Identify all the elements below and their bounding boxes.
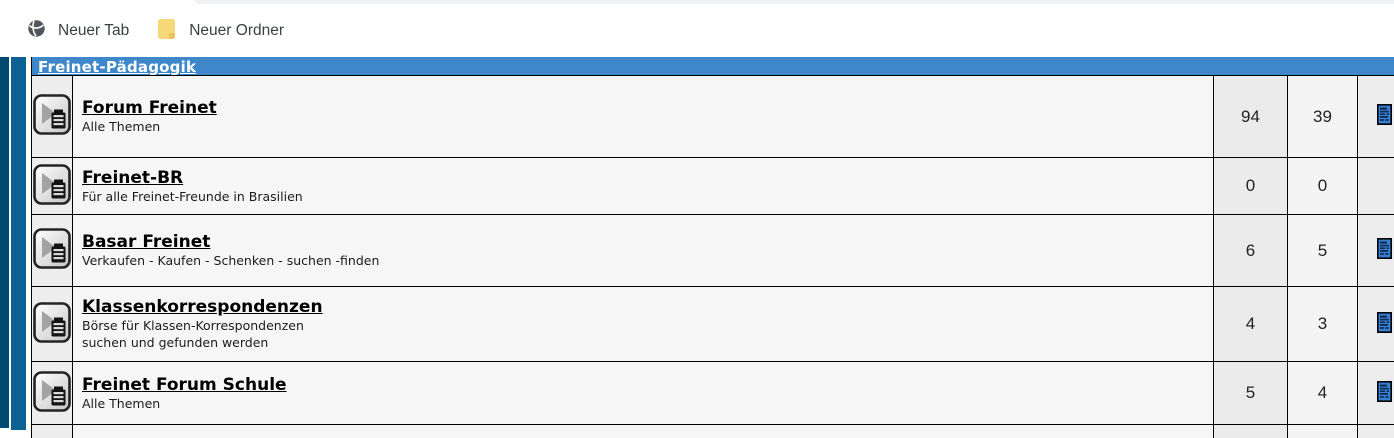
forum-icon xyxy=(33,94,71,139)
forum-status-icon-cell xyxy=(32,76,73,157)
folder-icon xyxy=(157,18,176,45)
forum-title-link[interactable]: Forum Freinet xyxy=(82,98,217,118)
posts-count: 39 xyxy=(1313,106,1332,126)
forum-subtitle: Verkaufen - Kaufen - Schenken - suchen -… xyxy=(82,253,380,268)
last-post-cell xyxy=(1358,215,1394,286)
forum-description-cell: Freinet-BR Für alle Freinet-Freunde in B… xyxy=(73,158,1214,214)
posts-count-cell: 3 xyxy=(1288,287,1358,361)
last-post-cell xyxy=(1358,287,1394,361)
topics-count: 5 xyxy=(1245,383,1256,402)
last-post-icon[interactable] xyxy=(1377,104,1392,129)
posts-count: 3 xyxy=(1317,314,1328,333)
table-row: Freinet-BR Für alle Freinet-Freunde in B… xyxy=(32,158,1394,215)
forum-subtitle: Alle Themen xyxy=(82,395,161,411)
bookmark-label: Neuer Tab xyxy=(58,22,130,39)
topics-count: 4 xyxy=(1245,314,1256,333)
topics-count: 94 xyxy=(1241,106,1260,126)
forum-icon xyxy=(33,163,71,209)
bookmarks-bar: Neuer Tab Neuer Ordner xyxy=(0,5,1394,57)
table-row: Freinet Forum Schule Alle Themen 5 4 xyxy=(32,362,1394,425)
posts-count: 4 xyxy=(1317,383,1328,402)
topics-count-cell: 0 xyxy=(1214,158,1288,214)
topics-count-cell: 94 xyxy=(1214,76,1288,157)
table-row-partial xyxy=(32,425,1394,438)
topics-count: 0 xyxy=(1245,176,1256,195)
forum-subtitle-line2: suchen und gefunden werden xyxy=(82,335,269,350)
forum-status-icon-cell xyxy=(32,158,73,214)
topics-count-cell: 5 xyxy=(1214,362,1288,424)
forum-icon xyxy=(33,228,71,273)
table-row: Forum Freinet Alle Themen 94 39 xyxy=(32,76,1394,158)
forum-icon xyxy=(33,370,71,416)
last-post-icon[interactable] xyxy=(1377,380,1392,406)
last-post-cell xyxy=(1358,76,1394,157)
forum-title-link[interactable]: Basar Freinet xyxy=(82,232,211,252)
bookmark-label: Neuer Ordner xyxy=(189,22,284,39)
forum-subtitle: Für alle Freinet-Freunde in Brasilien xyxy=(82,188,303,204)
posts-count: 5 xyxy=(1317,240,1328,260)
active-tab-bottom xyxy=(0,0,197,5)
posts-count: 0 xyxy=(1317,176,1328,195)
forum-status-icon-cell xyxy=(32,215,73,286)
forum-subtitle: Alle Themen xyxy=(82,119,161,134)
webpage: Freinet-Pädagogik xyxy=(0,57,1394,438)
table-row: Basar Freinet Verkaufen - Kaufen - Schen… xyxy=(32,215,1394,287)
forum-subtitle: Börse für Klassen-Korrespondenzen xyxy=(82,318,304,333)
posts-count-cell xyxy=(1288,425,1358,438)
table-row: Klassenkorrespondenzen Börse für Klassen… xyxy=(32,287,1394,362)
last-post-icon[interactable] xyxy=(1377,238,1392,263)
forum-title-link[interactable]: Klassenkorrespondenzen xyxy=(82,297,323,317)
forum-title-link[interactable]: Freinet-BR xyxy=(82,167,184,188)
last-post-cell xyxy=(1358,362,1394,424)
topics-count-cell xyxy=(1214,425,1288,438)
forum-status-icon-cell xyxy=(32,362,73,424)
forum-description-cell: Freinet Forum Schule Alle Themen xyxy=(73,362,1214,424)
last-post-icon[interactable] xyxy=(1377,311,1392,337)
topics-count-cell: 6 xyxy=(1214,215,1288,286)
forum-status-icon-cell xyxy=(32,287,73,361)
posts-count-cell: 4 xyxy=(1288,362,1358,424)
forum-title-link[interactable]: Freinet Forum Schule xyxy=(82,374,287,395)
forum-icon xyxy=(33,301,71,347)
last-post-cell xyxy=(1358,158,1394,214)
posts-count-cell: 0 xyxy=(1288,158,1358,214)
bookmark-neuer-ordner[interactable]: Neuer Ordner xyxy=(157,18,284,45)
posts-count-cell: 5 xyxy=(1288,215,1358,286)
topics-count: 6 xyxy=(1245,240,1256,260)
forum-description-cell: Forum Freinet Alle Themen xyxy=(73,76,1214,157)
page-left-stripe-dark xyxy=(0,57,9,428)
page-left-stripe-mid xyxy=(11,57,26,430)
forum-status-icon-cell xyxy=(32,425,73,438)
category-title-link[interactable]: Freinet-Pädagogik xyxy=(38,58,197,76)
forum-description-cell: Basar Freinet Verkaufen - Kaufen - Schen… xyxy=(73,215,1214,286)
forum-description-cell xyxy=(73,425,1214,438)
topics-count-cell: 4 xyxy=(1214,287,1288,361)
category-header: Freinet-Pädagogik xyxy=(32,57,1394,76)
globe-icon xyxy=(28,20,45,42)
forum-table: Freinet-Pädagogik xyxy=(31,57,1394,438)
last-post-cell xyxy=(1358,425,1394,438)
forum-description-cell: Klassenkorrespondenzen Börse für Klassen… xyxy=(73,287,1214,361)
bookmark-neuer-tab[interactable]: Neuer Tab xyxy=(28,20,129,42)
posts-count-cell: 39 xyxy=(1288,76,1358,157)
tab-strip xyxy=(0,0,1394,4)
